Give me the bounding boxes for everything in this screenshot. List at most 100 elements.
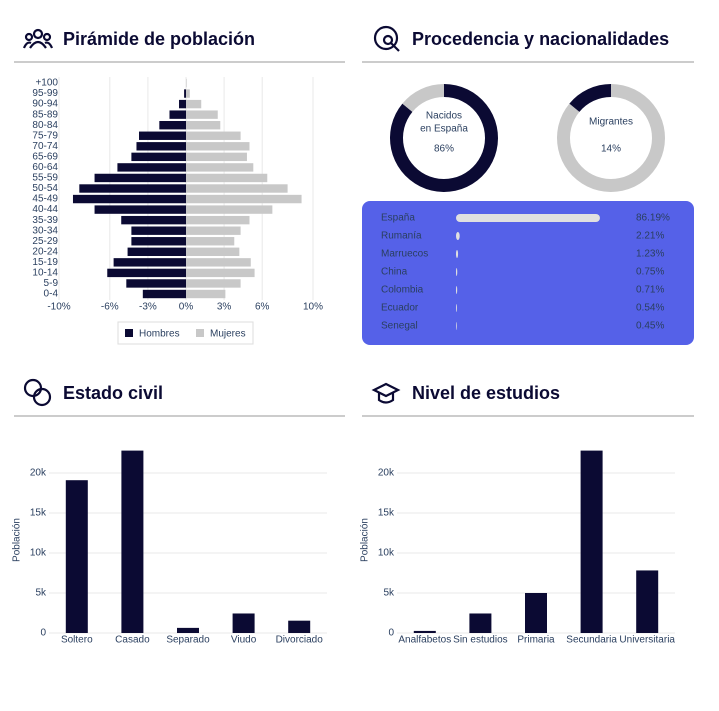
bar [79,184,186,193]
y-tick-label: 80-84 [32,120,58,131]
y-tick-label: 10k [378,548,395,559]
donut-value: 86% [434,144,454,155]
y-tick-label: 65-69 [32,151,58,162]
x-tick-label: Divorciado [276,635,324,646]
bar [107,268,186,278]
bar [136,142,186,151]
y-tick-label: 0-4 [44,289,59,300]
value-label: 2.21% [636,231,664,242]
category-label: España [381,213,415,224]
donut-segment [402,84,444,112]
y-tick-label: 20k [30,468,47,479]
icon [23,378,52,407]
bar [186,78,187,88]
x-tick-label: Viudo [231,635,257,646]
bar [456,268,458,276]
y-tick-label: 5k [35,588,47,599]
x-tick-label: Sin estudios [453,635,507,646]
bar [186,247,240,256]
y-tick-label: 50-54 [32,183,58,194]
bar [117,163,186,172]
bar [186,131,241,140]
bar [186,205,273,214]
bar [127,247,186,256]
bar [186,142,250,151]
category-label: Rumanía [381,231,422,242]
icon [22,28,54,49]
bar [142,289,186,299]
y-tick-label: 15k [378,508,395,519]
donut-label: en España [420,124,468,135]
bar [469,613,492,633]
value-label: 1.23% [636,249,664,260]
category-label: Colombia [381,285,424,296]
y-tick-label: 35-39 [32,215,58,226]
legend-label: Mujeres [210,329,246,340]
y-tick-label: 30-34 [32,225,58,236]
bar [131,226,186,235]
bar [636,570,659,633]
header-civil: Estado civil [14,378,345,417]
x-tick-label: -10% [47,302,70,313]
donut-value: 14% [601,144,621,155]
panel-title: Pirámide de población [63,29,255,49]
bar [525,593,547,633]
panel-title: Nivel de estudios [412,383,560,403]
header-origin: Procedencia y nacionalidades [362,25,694,63]
bar [72,194,186,204]
bar [456,250,459,258]
category-label: Ecuador [381,303,419,314]
bar [456,322,457,330]
bar [169,110,186,119]
bar [186,279,241,288]
value-label: 0.54% [636,303,664,314]
donut-label: Migrantes [589,117,633,128]
value-label: 86.19% [636,213,670,224]
panel-title: Estado civil [63,383,163,403]
y-tick-label: 25-29 [32,236,58,247]
y-tick-label: 75-79 [32,130,58,141]
bar [186,184,288,193]
y-tick-label: 20-24 [32,246,58,257]
icon [373,25,400,52]
legend-label: Hombres [139,329,180,340]
y-tick-label: +100 [35,78,58,89]
nationality-box [362,201,694,345]
bar [177,627,199,633]
bar [288,620,311,633]
y-tick-label: 5-9 [44,278,59,289]
x-tick-label: Primaria [517,635,555,646]
bar [179,99,186,109]
y-tick-label: 0 [388,628,394,639]
y-axis-label: Población [360,518,371,562]
bar [159,121,186,130]
bar [139,131,186,140]
legend-swatch [196,329,204,337]
bar [65,480,88,633]
y-tick-label: 95-99 [32,88,58,99]
y-tick-label: 45-49 [32,194,58,205]
bar [186,289,226,299]
value-label: 0.71% [636,285,664,296]
y-tick-label: 20k [378,468,395,479]
bar [186,173,268,183]
y-tick-label: 15-19 [32,257,58,268]
x-tick-label: Casado [115,635,150,646]
x-tick-label: Analfabetos [398,635,451,646]
bar [456,304,457,312]
bar [456,232,460,240]
bar [456,214,600,222]
y-tick-label: 90-94 [32,99,58,110]
bar [186,194,302,204]
bar [121,450,144,633]
panel-title: Procedencia y nacionalidades [412,29,669,49]
header-pyramid: Pirámide de población [14,28,345,63]
bar [94,173,186,183]
bar [186,268,255,278]
legend-swatch [125,329,133,337]
y-tick-label: 5k [383,588,395,599]
y-tick-label: 70-74 [32,141,58,152]
y-tick-label: 55-59 [32,173,58,184]
icon [371,382,401,404]
